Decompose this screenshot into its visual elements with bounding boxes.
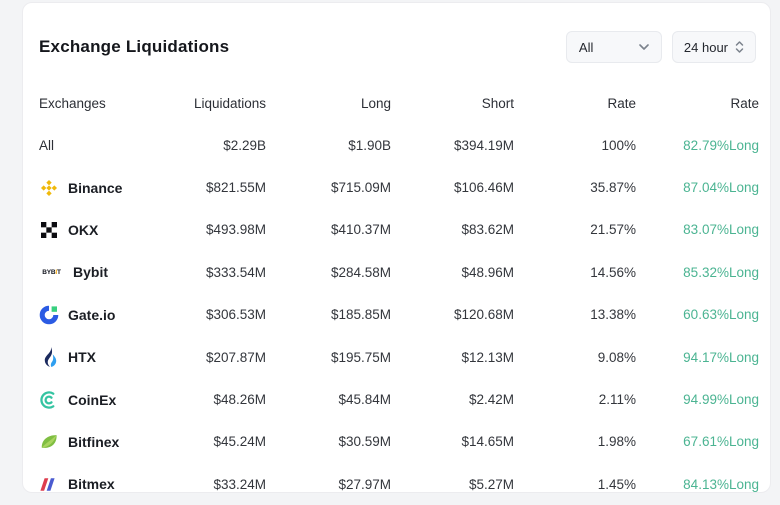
- liquidations-value: $45.24M: [213, 434, 266, 450]
- table-row: OKX $493.98M $410.37M $83.62M 21.57% 83.…: [23, 209, 770, 251]
- okx-icon: [39, 220, 59, 240]
- bitfinex-icon: [39, 432, 59, 452]
- table-row: All $2.29B $1.90B $394.19M 100% 82.79%Lo…: [23, 124, 770, 166]
- exchange-name: Binance: [68, 179, 123, 196]
- short-value: $106.46M: [453, 180, 514, 196]
- caret-down-icon: [639, 44, 649, 50]
- long-rate-value: 83.07%Long: [683, 222, 759, 238]
- rate-value: 9.08%: [597, 349, 636, 365]
- liquidations-value: $306.53M: [205, 307, 266, 323]
- long-value: $410.37M: [330, 222, 391, 238]
- exchange-cell-htx[interactable]: HTX: [39, 347, 189, 368]
- rate-value: 1.98%: [597, 434, 636, 450]
- liquidations-value: $48.26M: [213, 392, 266, 408]
- exchange-name: Bitmex: [68, 476, 115, 493]
- liquidations-value: $207.87M: [205, 349, 266, 365]
- rate-value: 100%: [601, 137, 636, 153]
- rate-value: 2.11%: [598, 392, 636, 408]
- liquidations-value: $493.98M: [205, 222, 266, 238]
- table-row: BYBIT Bybit $333.54M $284.58M $48.96M 14…: [23, 251, 770, 293]
- table-row: Gate.io $306.53M $185.85M $120.68M 13.38…: [23, 294, 770, 336]
- time-range-value: 24 hour: [683, 39, 728, 55]
- long-rate-value: 85.32%Long: [683, 264, 759, 280]
- card-title: Exchange Liquidations: [39, 37, 230, 56]
- table-body: All $2.29B $1.90B $394.19M 100% 82.79%Lo…: [23, 124, 770, 493]
- long-rate-value: 84.13%Long: [683, 476, 759, 492]
- short-value: $12.13M: [461, 349, 514, 365]
- long-value: $195.75M: [330, 349, 391, 365]
- exchange-cell-bitmex[interactable]: Bitmex: [39, 474, 189, 493]
- long-rate-value: 94.99%Long: [683, 392, 759, 408]
- exchange-cell-bitfinex[interactable]: Bitfinex: [39, 432, 189, 452]
- table-header-row: Exchanges Liquidations Long Short Rate R…: [23, 94, 770, 112]
- long-value: $284.58M: [330, 264, 391, 280]
- filter-controls: All 24 hour: [565, 31, 756, 63]
- short-value: $5.27M: [468, 476, 514, 492]
- column-header-long: Long: [360, 95, 391, 111]
- short-value: $83.62M: [461, 222, 514, 238]
- liquidations-value: $2.29B: [223, 137, 266, 153]
- rate-value: 14.56%: [590, 264, 636, 280]
- table-row: Bitmex $33.24M $27.97M $5.27M 1.45% 84.1…: [23, 463, 770, 493]
- column-header-long-rate: Rate: [730, 95, 759, 111]
- up-down-chevrons-icon: [735, 40, 744, 54]
- table-row: CoinEx $48.26M $45.84M $2.42M 2.11% 94.9…: [23, 378, 770, 420]
- exchange-name: Bitfinex: [68, 433, 120, 450]
- table-row: HTX $207.87M $195.75M $12.13M 9.08% 94.1…: [23, 336, 770, 378]
- coinex-icon: [39, 390, 59, 410]
- long-value: $185.85M: [330, 307, 391, 323]
- short-value: $120.68M: [453, 307, 514, 323]
- column-header-liquidations: Liquidations: [193, 95, 266, 111]
- rate-value: 1.45%: [597, 476, 636, 492]
- table-row: Bitfinex $45.24M $30.59M $14.65M 1.98% 6…: [23, 421, 770, 463]
- htx-icon: [39, 347, 59, 368]
- liquidations-value: $33.24M: [213, 476, 266, 492]
- exchange-name: Gate.io: [68, 306, 116, 323]
- long-value: $715.09M: [330, 180, 391, 196]
- gateio-icon: [39, 305, 59, 325]
- exchange-cell-binance[interactable]: Binance: [39, 178, 189, 198]
- exchange-liquidations-card: Exchange Liquidations All 24 hour Exchan…: [22, 2, 771, 493]
- bitmex-icon: [39, 474, 59, 492]
- long-rate-value: 94.17%Long: [683, 349, 759, 365]
- table-row: Binance $821.55M $715.09M $106.46M 35.87…: [23, 166, 770, 208]
- exchange-cell-okx[interactable]: OKX: [39, 220, 189, 240]
- exchange-name: All: [39, 137, 55, 153]
- column-header-exchanges: Exchanges: [39, 95, 106, 111]
- short-value: $2.42M: [468, 392, 514, 408]
- long-rate-value: 87.04%Long: [683, 180, 759, 196]
- binance-icon: [39, 178, 59, 198]
- short-value: $394.19M: [453, 137, 514, 153]
- column-header-short: Short: [481, 95, 514, 111]
- column-header-rate: Rate: [607, 95, 636, 111]
- rate-value: 13.38%: [590, 307, 636, 323]
- exchange-cell-bybit[interactable]: BYBIT Bybit: [39, 262, 189, 282]
- time-range-dropdown[interactable]: 24 hour: [671, 31, 756, 63]
- long-value: $27.97M: [338, 476, 391, 492]
- symbol-filter-value: All: [578, 39, 594, 55]
- exchange-name: HTX: [68, 349, 96, 366]
- exchange-name: OKX: [68, 221, 99, 238]
- card-header: Exchange Liquidations All 24 hour: [23, 3, 770, 63]
- long-rate-value: 67.61%Long: [683, 434, 759, 450]
- rate-value: 35.87%: [590, 180, 636, 196]
- long-rate-value: 82.79%Long: [683, 137, 759, 153]
- rate-value: 21.57%: [590, 222, 636, 238]
- exchange-name: CoinEx: [68, 391, 117, 408]
- exchange-cell-gateio[interactable]: Gate.io: [39, 305, 189, 325]
- liquidations-value: $333.54M: [205, 264, 266, 280]
- liquidations-value: $821.55M: [205, 180, 266, 196]
- symbol-filter-dropdown[interactable]: All: [565, 31, 662, 63]
- exchange-name: Bybit: [73, 264, 108, 281]
- long-value: $30.59M: [338, 434, 391, 450]
- exchange-cell-all: All: [39, 138, 189, 153]
- bybit-icon: BYBIT: [42, 268, 61, 276]
- short-value: $48.96M: [461, 264, 514, 280]
- short-value: $14.65M: [461, 434, 514, 450]
- long-rate-value: 60.63%Long: [683, 307, 759, 323]
- exchange-cell-coinex[interactable]: CoinEx: [39, 390, 189, 410]
- long-value: $1.90B: [348, 137, 391, 153]
- long-value: $45.84M: [338, 392, 391, 408]
